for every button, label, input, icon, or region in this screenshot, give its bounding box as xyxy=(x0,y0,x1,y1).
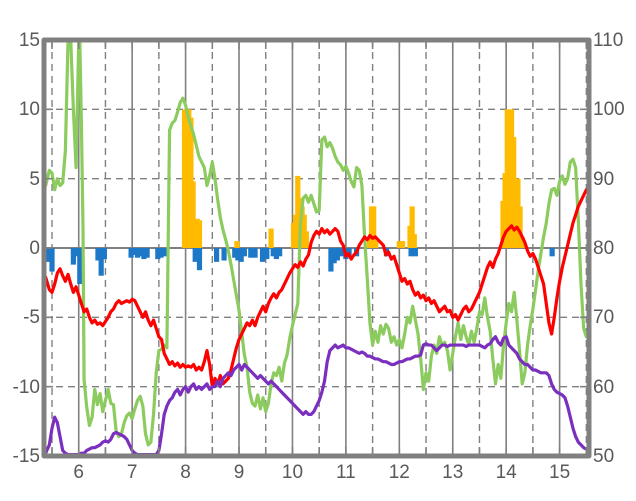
right-tick-90: 90 xyxy=(593,168,615,190)
x-tick-9: 9 xyxy=(233,462,245,483)
x-tick-8: 8 xyxy=(180,462,191,483)
left-tick-0: 0 xyxy=(29,238,40,259)
right-tick-50: 50 xyxy=(593,446,615,467)
x-tick-11: 11 xyxy=(336,462,356,483)
blue-bars xyxy=(45,248,555,285)
left-tick-neg5: -5 xyxy=(23,307,40,329)
left-tick-5: 5 xyxy=(29,168,40,190)
right-tick-80: 80 xyxy=(593,238,615,259)
right-tick-70: 70 xyxy=(593,307,615,329)
left-tick-15: 15 xyxy=(18,30,40,51)
x-tick-10: 10 xyxy=(281,462,304,483)
left-tick-neg15: -15 xyxy=(12,446,40,467)
left-tick-10: 10 xyxy=(18,99,40,121)
right-tick-110: 110 xyxy=(593,30,624,51)
left-tick-neg10: -10 xyxy=(12,376,40,398)
x-tick-15: 15 xyxy=(549,462,571,483)
red-line xyxy=(44,188,588,389)
orange-bars xyxy=(181,109,525,248)
x-tick-13: 13 xyxy=(442,462,464,483)
right-tick-100: 100 xyxy=(593,99,625,121)
x-tick-12: 12 xyxy=(388,462,410,483)
x-tick-7: 7 xyxy=(126,462,138,483)
x-tick-14: 14 xyxy=(495,462,517,483)
right-tick-60: 60 xyxy=(593,376,615,398)
x-tick-6: 6 xyxy=(73,462,84,483)
green-line xyxy=(44,38,588,447)
